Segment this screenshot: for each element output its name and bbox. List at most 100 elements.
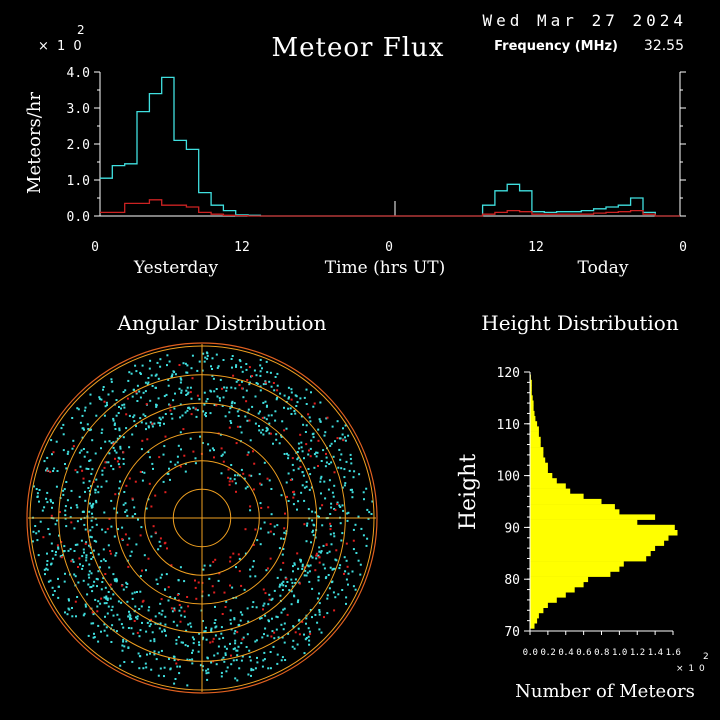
angular-point-cyan	[84, 499, 87, 502]
angular-point-cyan	[88, 510, 91, 513]
angular-point-cyan	[80, 449, 83, 452]
flux-y-tick-label: 3.0	[67, 102, 90, 117]
angular-point-cyan	[326, 597, 329, 600]
angular-point-cyan	[247, 673, 250, 676]
angular-point-cyan	[133, 388, 135, 391]
angular-point-cyan	[135, 392, 138, 395]
angular-point-cyan	[267, 667, 270, 670]
angular-point-cyan	[78, 495, 81, 498]
angular-point-cyan	[300, 491, 303, 494]
angular-point-cyan	[339, 458, 342, 461]
angular-point-cyan	[176, 624, 179, 627]
angular-point-red	[139, 534, 142, 537]
angular-point-red	[164, 491, 167, 494]
angular-point-cyan	[130, 550, 133, 553]
angular-point-cyan	[154, 622, 157, 625]
angular-point-cyan	[191, 649, 194, 652]
angular-point-cyan	[290, 590, 293, 593]
angular-point-cyan	[211, 447, 214, 450]
angular-point-cyan	[109, 597, 112, 600]
angular-point-cyan	[204, 630, 207, 633]
angular-point-cyan	[139, 417, 142, 420]
angular-point-cyan	[77, 581, 80, 584]
angular-point-cyan	[189, 437, 192, 440]
angular-point-cyan	[125, 586, 128, 589]
angular-point-cyan	[273, 589, 276, 592]
angular-point-cyan	[115, 451, 118, 454]
angular-point-cyan	[41, 509, 44, 512]
angular-point-cyan	[203, 564, 206, 567]
angular-point-red	[56, 544, 59, 547]
angular-point-cyan	[186, 684, 189, 687]
angular-point-cyan	[297, 627, 300, 630]
angular-point-cyan	[122, 436, 125, 439]
angular-point-cyan	[159, 545, 162, 548]
angular-point-cyan	[94, 598, 97, 601]
angular-point-cyan	[202, 352, 205, 355]
angular-point-cyan	[287, 632, 290, 635]
angular-point-cyan	[203, 360, 206, 363]
flux-x-tick-label: 12	[528, 240, 544, 255]
angular-point-cyan	[196, 409, 199, 412]
angular-point-cyan	[106, 634, 109, 637]
angular-point-cyan	[114, 579, 117, 582]
angular-point-cyan	[133, 506, 136, 509]
angular-point-cyan	[115, 630, 118, 633]
angular-point-cyan	[239, 425, 242, 428]
angular-point-cyan	[270, 513, 273, 516]
angular-point-cyan	[155, 403, 157, 406]
angular-point-cyan	[279, 392, 282, 395]
angular-point-cyan	[100, 485, 103, 488]
angular-point-cyan	[50, 500, 52, 503]
flux-x-tick-label: 0	[679, 240, 687, 255]
angular-point-red	[299, 433, 302, 436]
angular-point-cyan	[75, 615, 77, 618]
height-bar	[530, 462, 548, 469]
angular-point-red	[244, 528, 247, 531]
angular-point-cyan	[274, 410, 277, 413]
angular-point-red	[142, 599, 145, 602]
angular-point-cyan	[324, 431, 327, 434]
angular-point-cyan	[95, 501, 98, 504]
angular-point-cyan	[117, 600, 120, 603]
angular-point-cyan	[174, 392, 176, 395]
angular-point-cyan	[113, 535, 116, 538]
angular-point-cyan	[140, 526, 143, 529]
angular-point-cyan	[245, 368, 248, 371]
angular-point-cyan	[122, 503, 125, 506]
angular-point-cyan	[205, 672, 208, 675]
angular-point-cyan	[62, 554, 64, 557]
angular-point-cyan	[310, 541, 312, 544]
angular-point-cyan	[237, 415, 240, 417]
angular-point-cyan	[272, 442, 274, 445]
angular-point-cyan	[173, 607, 176, 610]
angular-point-cyan	[89, 586, 92, 589]
angular-point-red	[170, 607, 173, 610]
angular-point-cyan	[89, 552, 92, 554]
angular-point-cyan	[319, 477, 322, 480]
angular-point-red	[211, 585, 214, 588]
angular-point-cyan	[157, 421, 160, 424]
angular-point-cyan	[162, 453, 165, 456]
angular-point-red	[109, 552, 112, 555]
angular-point-cyan	[180, 614, 183, 617]
angular-point-cyan	[149, 421, 152, 424]
angular-point-cyan	[325, 417, 328, 420]
angular-point-cyan	[229, 420, 232, 422]
angular-point-cyan	[291, 581, 294, 584]
angular-point-cyan	[281, 656, 284, 659]
angular-point-cyan	[352, 548, 355, 551]
angular-point-cyan	[168, 403, 171, 406]
angular-point-red	[227, 468, 230, 471]
angular-point-cyan	[162, 480, 165, 483]
angular-point-cyan	[110, 378, 113, 381]
angular-point-cyan	[262, 383, 265, 386]
angular-point-cyan	[89, 402, 92, 405]
angular-point-cyan	[105, 595, 108, 598]
angular-point-cyan	[96, 578, 99, 581]
angular-point-cyan	[312, 436, 315, 439]
angular-point-cyan	[241, 380, 243, 383]
angular-point-cyan	[64, 572, 66, 575]
angular-point-cyan	[66, 613, 69, 616]
angular-point-cyan	[283, 453, 286, 455]
